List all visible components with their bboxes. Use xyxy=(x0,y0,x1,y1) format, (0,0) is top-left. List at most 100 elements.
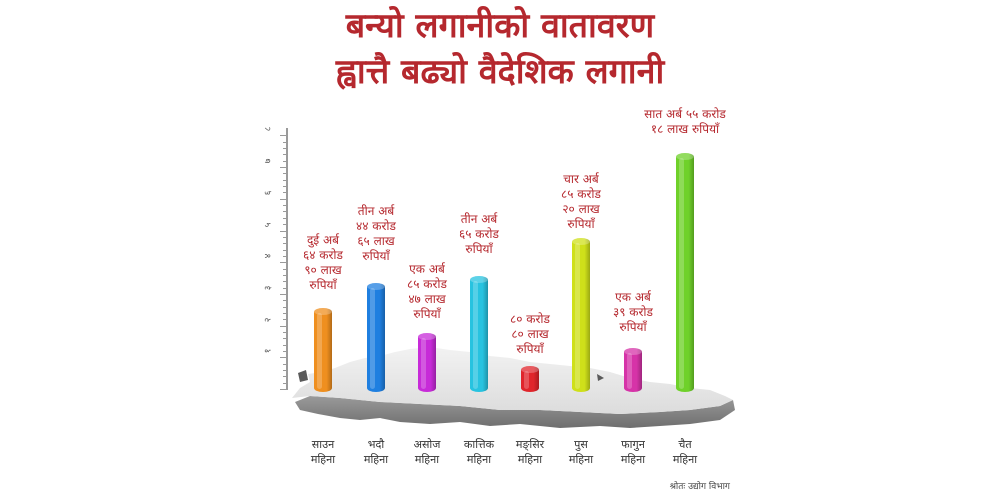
y-axis-minor-tick xyxy=(283,319,287,321)
y-axis-minor-tick xyxy=(283,192,287,194)
month-suffix: महिना xyxy=(466,453,492,466)
bar xyxy=(572,238,590,392)
y-axis-minor-tick xyxy=(280,357,288,359)
data-label-line: १८ लाख रुपियाँ xyxy=(650,122,720,136)
data-label-line: रुपियाँ xyxy=(362,249,390,263)
y-axis-minor-tick xyxy=(283,173,287,175)
y-axis-minor-tick xyxy=(283,205,287,207)
source-credit: श्रोतः उद्योग विभाग xyxy=(669,482,730,492)
y-axis-minor-tick xyxy=(283,236,287,238)
y-axis-minor-tick xyxy=(283,287,287,289)
month-name: मङ्सिर xyxy=(515,438,545,451)
bar xyxy=(521,366,539,392)
data-label-line: ६४ करोड xyxy=(303,248,343,262)
month-suffix: महिना xyxy=(672,453,698,466)
x-axis-label: असोज महिना xyxy=(387,437,467,467)
data-label-line: ४४ करोड xyxy=(356,219,396,233)
data-label: चार अर्ब ८५ करोड २० लाख रुपियाँ xyxy=(526,172,636,232)
data-label-line: एक अर्ब xyxy=(409,262,445,276)
data-label-line: ८० करोड xyxy=(510,312,550,326)
x-axis-label: मङ्सिर महिना xyxy=(490,437,570,467)
data-label-line: ३९ करोड xyxy=(613,305,653,319)
y-axis-minor-tick xyxy=(283,281,287,283)
y-axis-minor-tick xyxy=(280,262,288,264)
y-axis-line xyxy=(286,128,288,390)
data-label: एक अर्ब ३९ करोड रुपियाँ xyxy=(578,290,688,335)
x-axis-label: चैत महिना xyxy=(645,437,725,467)
bar xyxy=(418,333,436,392)
y-axis-minor-tick xyxy=(283,249,287,251)
y-axis-minor-tick xyxy=(283,274,287,276)
y-axis-minor-tick xyxy=(283,350,287,352)
y-axis-minor-tick xyxy=(283,211,287,213)
data-label: तीन अर्ब ४४ करोड ६५ लाख रुपियाँ xyxy=(321,204,431,264)
y-axis-minor-tick xyxy=(283,160,287,162)
data-label-line: ८० लाख xyxy=(511,327,549,341)
data-label-line: रुपियाँ xyxy=(413,307,441,321)
y-axis-minor-tick xyxy=(280,325,288,327)
x-axis-label: भदौ महिना xyxy=(336,437,416,467)
x-axis-label: कात्तिक महिना xyxy=(439,437,519,467)
data-label-line: तीन अर्ब xyxy=(357,204,395,218)
y-axis-minor-tick xyxy=(280,293,288,295)
data-label-line: रुपियाँ xyxy=(309,278,337,292)
y-axis-minor-tick xyxy=(283,300,287,302)
y-axis-minor-tick xyxy=(283,186,287,188)
data-label-line: तीन अर्ब xyxy=(460,212,498,226)
data-label: ८० करोड ८० लाख रुपियाँ xyxy=(475,312,585,357)
y-axis-tick-label: ७ xyxy=(263,158,274,164)
y-axis-minor-tick xyxy=(280,135,288,137)
data-label-line: सात अर्ब ५५ करोड xyxy=(644,107,726,121)
month-suffix: महिना xyxy=(517,453,543,466)
month-name: कात्तिक xyxy=(463,438,495,451)
data-label-line: ४७ लाख xyxy=(408,292,446,306)
data-label-line: ६५ लाख xyxy=(357,234,395,248)
x-axis-label: पुस महिना xyxy=(541,437,621,467)
y-axis-minor-tick xyxy=(283,154,287,156)
data-label-line: रुपियाँ xyxy=(465,242,493,256)
y-axis-minor-tick xyxy=(283,369,287,371)
data-label: एक अर्ब ८५ करोड ४७ लाख रुपियाँ xyxy=(372,262,482,322)
month-name: साउन xyxy=(311,438,335,451)
data-label-line: ६५ करोड xyxy=(459,227,499,241)
month-name: चैत xyxy=(678,438,692,451)
month-suffix: महिना xyxy=(620,453,646,466)
y-axis-minor-tick xyxy=(280,230,288,232)
bar xyxy=(676,152,694,392)
y-axis-minor-tick xyxy=(283,382,287,384)
month-name: फागुन xyxy=(621,438,645,451)
y-axis-minor-tick xyxy=(280,198,288,200)
y-axis-minor-tick xyxy=(283,344,287,346)
y-axis-minor-tick xyxy=(280,389,288,390)
bar xyxy=(624,347,642,392)
data-label-line: ९० लाख xyxy=(304,263,342,277)
y-axis-minor-tick xyxy=(283,331,287,333)
y-axis-tick-label: १ xyxy=(263,348,274,354)
data-label-line: रुपियाँ xyxy=(619,320,647,334)
data-label-line: एक अर्ब xyxy=(615,290,651,304)
y-axis-minor-tick xyxy=(283,224,287,226)
data-label-line: दुई अर्ब xyxy=(306,233,340,247)
x-axis-label: साउन महिना xyxy=(283,437,363,467)
data-label-line: ८५ करोड xyxy=(561,187,601,201)
chart-title-line1: बन्यो लगानीको वातावरण xyxy=(345,6,655,46)
data-label-line: ८५ करोड xyxy=(407,277,447,291)
y-axis-minor-tick xyxy=(283,243,287,245)
data-label-line: रुपियाँ xyxy=(516,342,544,356)
data-label: दुई अर्ब ६४ करोड ९० लाख रुपियाँ xyxy=(268,233,378,293)
bar xyxy=(367,282,385,392)
bar xyxy=(314,308,332,392)
month-name: पुस xyxy=(574,438,588,451)
data-label-line: २० लाख xyxy=(562,202,600,216)
month-suffix: महिना xyxy=(310,453,336,466)
data-label: सात अर्ब ५५ करोड १८ लाख रुपियाँ xyxy=(630,107,740,137)
y-axis-minor-tick xyxy=(283,312,287,314)
y-axis-minor-tick xyxy=(280,167,288,169)
y-axis-minor-tick xyxy=(283,306,287,308)
y-axis-minor-tick xyxy=(283,376,287,378)
y-axis-tick-label: २ xyxy=(263,317,274,322)
x-axis-label: फागुन महिना xyxy=(593,437,673,467)
y-axis-minor-tick xyxy=(283,363,287,365)
data-label-line: रुपियाँ xyxy=(567,217,595,231)
